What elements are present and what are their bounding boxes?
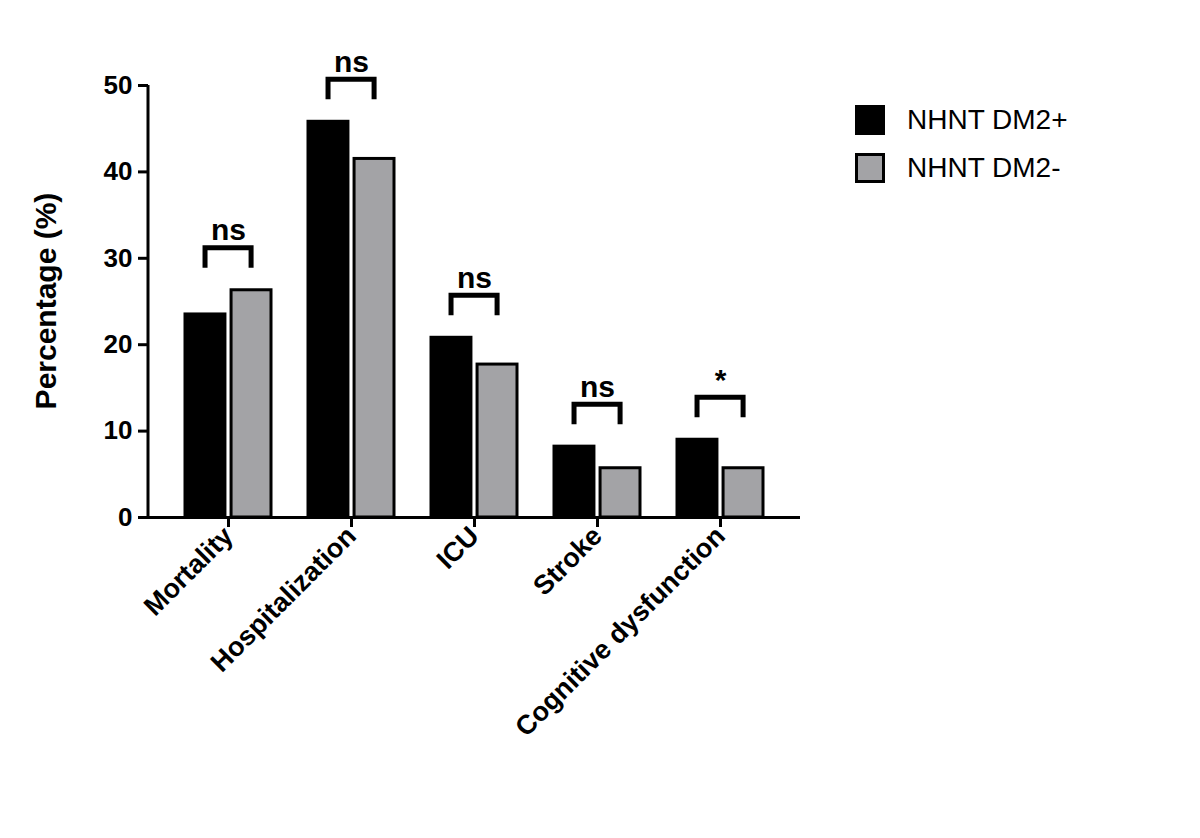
svg-text:Mortality: Mortality [138,521,239,622]
svg-text:ns: ns [580,370,615,403]
svg-text:Percentage (%): Percentage (%) [29,193,62,410]
svg-text:0: 0 [118,502,132,532]
svg-text:30: 30 [104,243,133,273]
svg-text:ns: ns [211,213,246,246]
svg-text:50: 50 [104,70,133,100]
svg-text:40: 40 [104,156,133,186]
svg-text:*: * [715,363,727,396]
svg-text:20: 20 [104,329,133,359]
svg-text:10: 10 [104,415,133,445]
html-text:NHNT DM2-: NHNT DM2- [907,152,1061,183]
svg-text:Hospitalization: Hospitalization [205,521,362,678]
svg-text:Cognitive dysfunction: Cognitive dysfunction [509,521,731,743]
svg-text:Stroke: Stroke [527,521,608,602]
svg-text:ns: ns [457,261,492,294]
html-text:NHNT DM2+: NHNT DM2+ [907,104,1068,135]
svg-text:ICU: ICU [431,521,485,575]
svg-text:ns: ns [334,45,369,78]
